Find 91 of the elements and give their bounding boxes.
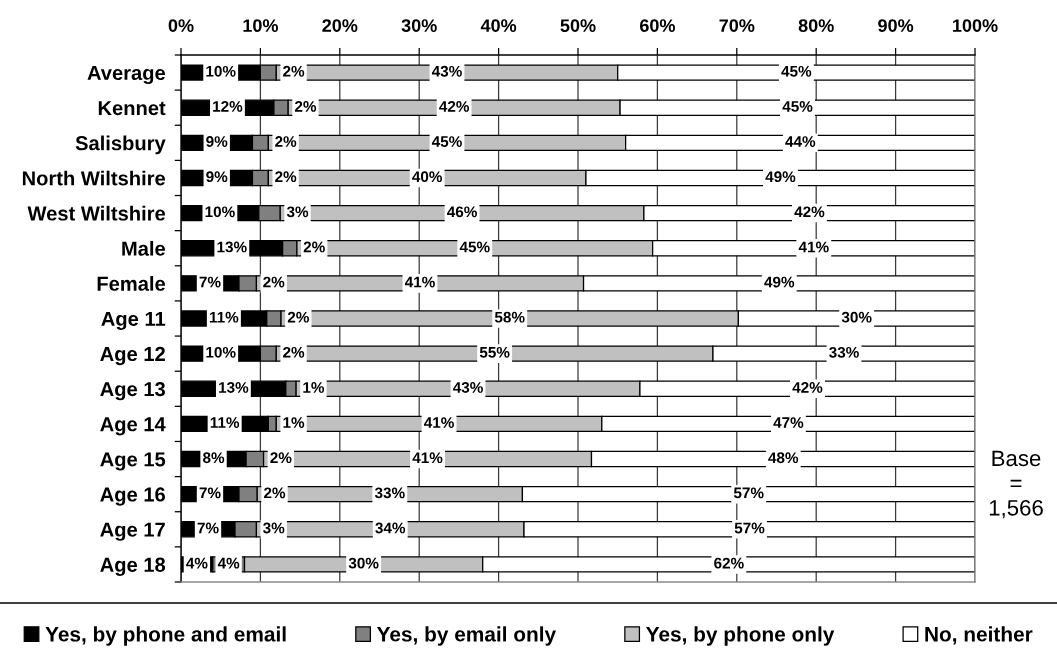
data-label: 30%: [348, 557, 379, 569]
data-label: 33%: [374, 487, 405, 499]
legend-label: No, neither: [925, 626, 1033, 645]
data-label: 34%: [375, 522, 406, 534]
y-tick-label: Age 13: [100, 381, 165, 401]
data-label: 48%: [768, 452, 799, 464]
data-label: 41%: [423, 417, 454, 428]
data-label: 42%: [794, 206, 825, 218]
data-label: 57%: [733, 487, 764, 499]
data-label: 7%: [197, 522, 219, 534]
text: Base = 1,566: [989, 450, 1043, 519]
data-label: 9%: [206, 136, 228, 147]
data-label: 58%: [494, 311, 525, 323]
x-tick-label: 30%: [401, 19, 437, 33]
data-label: 41%: [798, 241, 829, 253]
data-label: 40%: [412, 171, 443, 183]
data-label: 1%: [283, 417, 305, 428]
data-label: 13%: [217, 241, 247, 253]
y-tick-label: North Wiltshire: [22, 170, 166, 186]
data-label: 4%: [217, 557, 240, 569]
data-label: 45%: [781, 65, 812, 77]
y-tick-label: Kennet: [98, 101, 166, 116]
x-tick-label: 40%: [480, 19, 517, 32]
y-tick-label: West Wiltshire: [27, 205, 166, 221]
x-tick-label: 90%: [878, 19, 914, 32]
data-label: 10%: [206, 65, 236, 77]
data-label: 62%: [714, 557, 744, 569]
data-label: 46%: [447, 206, 477, 218]
y-tick-label: Female: [97, 276, 166, 291]
y-tick-label: Age 16: [100, 487, 165, 506]
x-tick-label: 70%: [719, 19, 755, 32]
data-label: 7%: [199, 487, 221, 499]
x-tick-label: 80%: [798, 19, 834, 32]
data-label: 2%: [275, 136, 297, 147]
x-tick-label: 20%: [322, 19, 358, 32]
data-label: 10%: [205, 206, 235, 218]
data-label: 49%: [764, 276, 795, 288]
data-label: 2%: [275, 171, 297, 183]
data-label: 2%: [303, 241, 325, 253]
legend-label: Yes, by phone only: [646, 626, 835, 646]
data-label: 30%: [841, 311, 872, 323]
data-label: 11%: [209, 311, 239, 323]
data-label: 7%: [199, 276, 221, 288]
data-label: 2%: [264, 487, 286, 499]
data-label: 2%: [283, 346, 305, 358]
data-label: 43%: [452, 382, 483, 393]
y-tick-label: Age 11: [101, 311, 166, 331]
data-label: 43%: [431, 65, 462, 77]
data-label: 33%: [829, 346, 859, 358]
data-label: 45%: [782, 101, 813, 112]
data-label: 1%: [303, 382, 325, 393]
data-label: 49%: [765, 171, 796, 183]
data-label: 47%: [773, 417, 804, 428]
data-label: 2%: [263, 276, 285, 288]
x-tick-label: 0%: [168, 19, 194, 32]
data-label: 45%: [459, 241, 490, 253]
data-label: 10%: [206, 346, 236, 358]
data-label: 2%: [294, 100, 317, 112]
data-label: 55%: [479, 346, 510, 358]
data-label: 2%: [270, 452, 292, 464]
y-tick-label: Age 18: [100, 557, 166, 576]
data-label: 2%: [283, 65, 305, 77]
x-tick-label: 100%: [953, 19, 998, 32]
legend-label: Yes, by phone and email: [45, 626, 286, 646]
y-tick-label: Age 12: [100, 346, 165, 366]
data-label: 12%: [213, 100, 243, 112]
data-label: 44%: [785, 136, 816, 147]
data-label: 3%: [263, 522, 285, 534]
y-tick-label: Average: [87, 65, 166, 85]
y-tick-label: Male: [122, 240, 166, 256]
data-label: 8%: [203, 452, 225, 464]
data-label: 2%: [287, 311, 309, 323]
data-label: 42%: [792, 382, 823, 393]
data-label: 3%: [286, 206, 309, 218]
x-tick-label: 60%: [639, 19, 675, 32]
data-label: 41%: [412, 452, 443, 464]
legend-label: Yes, by email only: [376, 626, 556, 646]
data-label: 57%: [734, 522, 765, 534]
data-label: 42%: [439, 100, 470, 112]
x-tick-label: 10%: [243, 19, 278, 32]
data-label: 13%: [219, 382, 249, 393]
x-tick-label: 50%: [560, 19, 596, 32]
data-label: 4%: [186, 557, 208, 569]
data-label: 41%: [404, 276, 435, 288]
y-tick-label: Salisbury: [75, 135, 166, 155]
data-label: 11%: [210, 417, 240, 428]
y-tick-label: Age 17: [100, 522, 165, 541]
y-tick-label: Age 15: [100, 452, 166, 471]
y-tick-label: Age 14: [100, 417, 166, 436]
data-label: 45%: [431, 136, 462, 147]
data-label: 9%: [206, 171, 228, 183]
